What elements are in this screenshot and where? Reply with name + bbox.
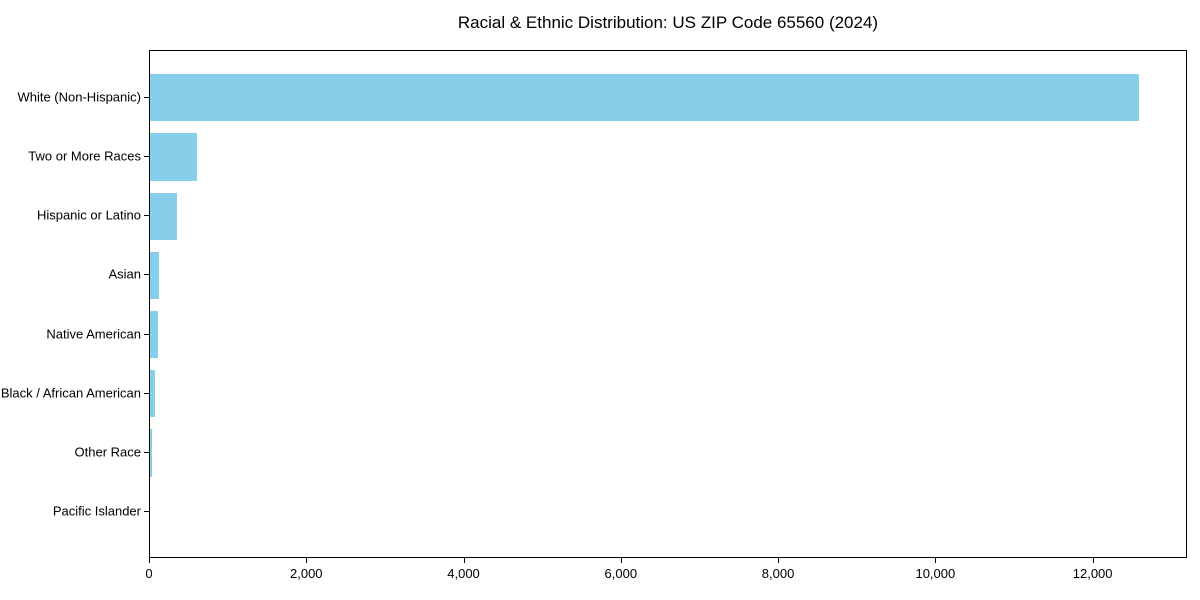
x-tick-label: 6,000 <box>604 566 638 581</box>
y-tick-label: Asian <box>108 266 141 282</box>
y-tick-mark <box>144 215 149 217</box>
x-tick-label: 12,000 <box>1072 566 1113 581</box>
x-tick-label: 10,000 <box>915 566 956 581</box>
x-tick-mark <box>1092 558 1094 563</box>
bar <box>150 133 198 181</box>
x-tick-label: 0 <box>145 566 153 581</box>
x-tick-mark <box>149 558 150 563</box>
y-tick-mark <box>144 274 149 276</box>
bar <box>150 74 1139 122</box>
x-tick-mark <box>463 558 465 563</box>
x-tick-mark <box>620 558 622 563</box>
y-tick-label: Native American <box>46 326 141 342</box>
chart-title: Racial & Ethnic Distribution: US ZIP Cod… <box>457 13 879 32</box>
x-tick-label: 4,000 <box>447 566 480 581</box>
x-tick-mark <box>306 558 308 563</box>
x-tick-mark <box>778 558 780 563</box>
y-tick-mark <box>144 452 149 454</box>
bar <box>150 370 155 418</box>
y-tick-mark <box>144 333 149 335</box>
bar <box>150 251 160 300</box>
y-tick-mark <box>144 392 149 394</box>
y-tick-label: White (Non-Hispanic) <box>17 89 141 105</box>
x-tick-mark <box>935 558 937 563</box>
y-tick-label: Black / African American <box>0 385 141 401</box>
y-tick-mark <box>144 96 149 98</box>
plot-area <box>149 50 1187 558</box>
y-tick-label: Pacific Islander <box>52 503 141 519</box>
x-tick-label: 2,000 <box>289 566 323 581</box>
x-tick-label: 8,000 <box>761 566 795 581</box>
bar <box>150 310 158 359</box>
y-tick-label: Two or More Races <box>28 148 141 164</box>
y-tick-label: Hispanic or Latino <box>36 207 141 223</box>
y-tick-mark <box>144 511 149 513</box>
bar <box>150 429 153 477</box>
bar <box>150 192 177 240</box>
y-tick-mark <box>144 155 149 157</box>
y-tick-label: Other Race <box>74 444 141 460</box>
